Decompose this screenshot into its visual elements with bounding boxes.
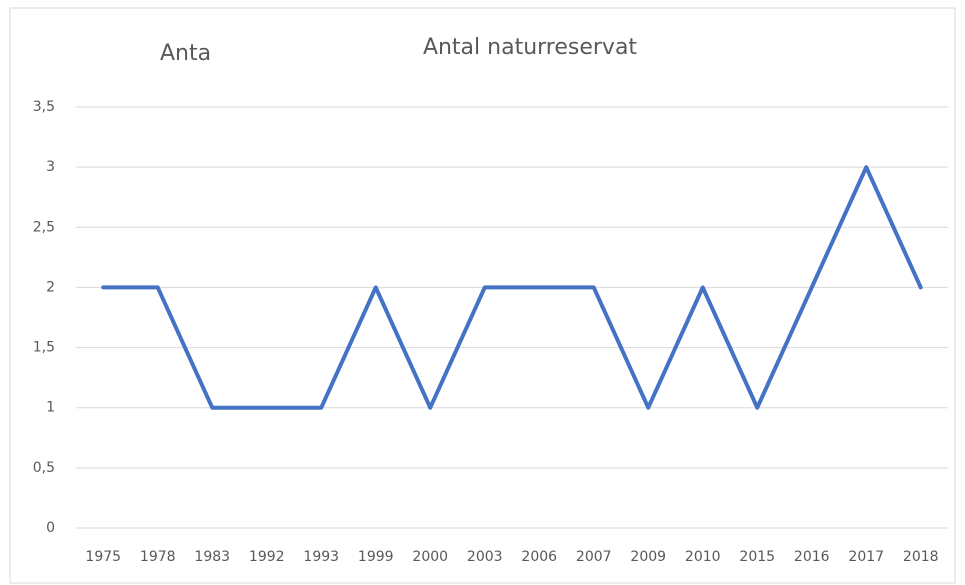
- chart-title: Antal naturreservat: [423, 35, 637, 60]
- x-tick-label: 1993: [303, 549, 339, 565]
- x-tick-label: 2000: [412, 549, 448, 565]
- x-tick-label: 2017: [848, 549, 884, 565]
- x-tick-label: 2016: [794, 549, 830, 565]
- y-tick-label: 2,5: [33, 219, 55, 235]
- x-tick-label: 1983: [194, 549, 230, 565]
- x-tick-label: 1978: [140, 549, 176, 565]
- y-tick-label: 0,5: [33, 460, 55, 476]
- y-tick-label: 1,5: [33, 340, 55, 356]
- y-tick-label: 3,5: [33, 99, 55, 115]
- x-tick-label: 2010: [685, 549, 721, 565]
- x-tick-label: 2003: [467, 549, 503, 565]
- line-series: [101, 165, 923, 410]
- x-tick-label: 2015: [739, 549, 775, 565]
- x-tick-label: 2009: [630, 549, 666, 565]
- y-tick-label: 1: [46, 400, 55, 416]
- y-tick-label: 2: [46, 279, 55, 295]
- x-tick-label: 1975: [85, 549, 121, 565]
- y-tick-label: 0: [46, 520, 55, 536]
- annotation: Anta: [160, 41, 211, 66]
- x-tick-label: 1999: [358, 549, 394, 565]
- x-tick-label: 2007: [576, 549, 612, 565]
- x-tick-label: 2018: [903, 549, 939, 565]
- x-tick-label: 2006: [521, 549, 557, 565]
- x-tick-label: 1992: [249, 549, 285, 565]
- y-tick-label: 3: [46, 159, 55, 175]
